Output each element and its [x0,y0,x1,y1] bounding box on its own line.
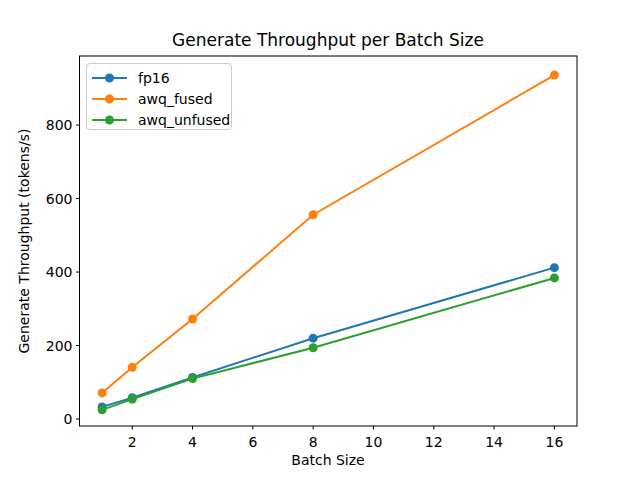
series-marker-awq_fused [309,210,318,219]
series-marker-awq_fused [128,363,137,372]
series-marker-awq_fused [188,315,197,324]
chart-figure: 2 4 6 8 10 12 14 16 0 200 400 600 800 Generate Throu… [0,0,640,480]
x-tick-label: 10 [365,434,383,450]
x-axis-label: Batch Size [79,452,577,468]
y-tick-label: 200 [46,338,73,354]
legend-entry-fp16: fp16 [91,67,231,88]
x-tick-label: 8 [309,434,318,450]
x-tick-label: 16 [545,434,563,450]
series-marker-awq_unfused [128,395,137,404]
legend-label-awq-fused: awq_fused [138,91,213,107]
x-tick-label: 6 [248,434,257,450]
x-tick-label: 4 [188,434,197,450]
legend-entry-awq-fused: awq_fused [91,88,231,109]
legend-entry-awq-unfused: awq_unfused [91,109,231,130]
legend: fp16 awq_fused awq_unfused [86,63,232,130]
x-tick-label: 12 [425,434,443,450]
series-line-awq_unfused [102,278,554,410]
series-marker-awq_unfused [550,273,559,282]
y-tick-label: 0 [64,411,73,427]
chart-title: Generate Throughput per Batch Size [79,30,577,50]
line-marker-swatch-icon [91,115,128,125]
x-tick-label: 14 [485,434,503,450]
legend-label-awq-unfused: awq_unfused [138,112,230,128]
series-marker-awq_fused [98,388,107,397]
series-marker-fp16 [309,334,318,343]
y-tick-label: 400 [46,264,73,280]
series-marker-awq_unfused [188,374,197,383]
y-tick-label: 600 [46,191,73,207]
series-marker-fp16 [550,263,559,272]
line-marker-swatch-icon [91,73,128,83]
series-marker-awq_fused [550,71,559,80]
line-marker-swatch-icon [91,94,128,104]
legend-label-fp16: fp16 [138,70,170,86]
series-marker-awq_unfused [98,405,107,414]
series-marker-awq_unfused [309,343,318,352]
y-tick-label: 800 [46,117,73,133]
y-axis-label: Generate Throughput (tokens/s) [16,129,32,354]
x-tick-label: 2 [128,434,137,450]
